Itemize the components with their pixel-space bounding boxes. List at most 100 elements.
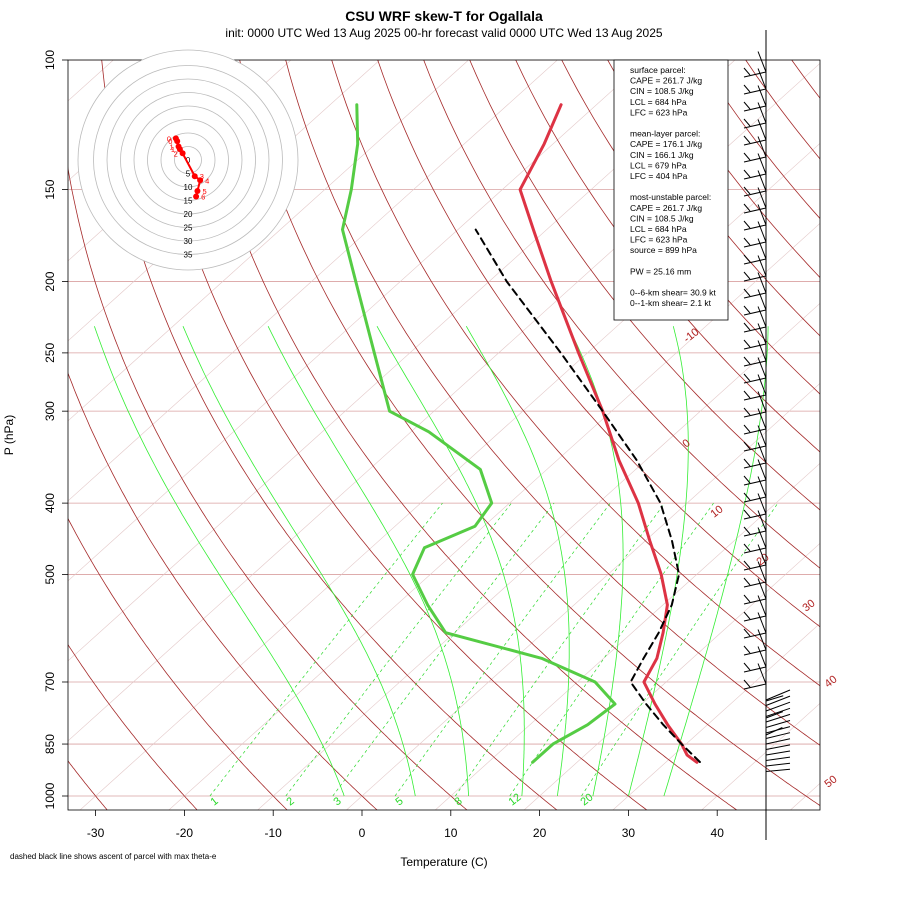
hodograph-point-label: 4 [205,176,209,185]
hodograph-ring [93,65,283,255]
hodograph-ring-label: 20 [184,210,193,219]
wind-barb-shaft [757,612,767,634]
wind-barb-lowlevel [765,695,791,706]
wind-barb-lowlevel [765,756,791,761]
wind-barb-flag [743,666,767,673]
wind-barb-shaft [757,391,767,413]
wind-barb-shaft [757,425,767,447]
wind-barb-flag [743,662,751,671]
info-line: LFC = 404 hPa [630,171,688,181]
y-axis: 100 150 200 250 300 400 500 700 850 1000 [43,50,68,809]
hodograph-point [193,193,200,200]
wind-barb-flag [743,292,767,299]
chart-subtitle: init: 0000 UTC Wed 13 Aug 2025 00-hr for… [225,26,662,40]
wind-barb-flag [743,679,751,688]
hodograph-ring [133,105,243,215]
wind-barb-shaft [757,255,767,277]
wind-barb-flag [743,207,767,214]
wind-barb-shaft [757,578,767,600]
wind-barb-flag [743,513,767,520]
wind-barb-lowlevel [765,689,791,701]
wind-barb-flag [743,139,767,146]
moist-adiabat-line [628,326,689,797]
isotherm-line [68,60,558,502]
wind-barb-flag [743,377,767,384]
mixing-ratio-line [581,502,779,797]
hodograph-point [191,173,198,180]
hodograph-point [172,135,179,142]
wind-barb-flag [743,445,767,452]
wind-barb-flag [743,475,751,484]
wind-barb-shaft [757,493,767,515]
info-line: LCL = 679 hPa [630,160,687,170]
hodograph-ring [174,146,202,174]
x-axis-title: Temperature (C) [400,855,487,869]
info-line: CIN = 166.1 J/kg [630,150,694,160]
dry-adiabat-line [68,517,288,810]
y-tick-label: 100 [43,50,57,70]
mixing-ratio-label: 2 [284,795,296,808]
x-tick-label: 0 [359,826,366,840]
wind-barb-shaft [757,170,767,192]
dry-adiabat-line [68,643,198,810]
wind-barb-lowlevel [765,726,791,734]
moist-adiabat-line [376,326,525,797]
wind-barb-shaft [757,527,767,549]
info-line: LFC = 623 hPa [630,107,688,117]
wind-barb-flag [743,118,751,127]
wind-barb-flag [743,632,767,639]
wind-barb-shaft [757,204,767,226]
isotherm-line [434,462,820,810]
dry-adiabat-line [561,60,820,395]
info-line: mean-layer parcel: [630,129,700,139]
wind-barb-flag [743,577,751,586]
wind-barb-flag [743,186,751,195]
info-line: LCL = 684 hPa [630,224,687,234]
dry-adiabat-line [884,60,900,812]
wind-barb-shaft [757,306,767,328]
wind-barb-shaft [757,595,767,617]
wind-barb-flag [743,309,767,316]
hodograph-ring [147,119,229,201]
x-tick-label: -10 [265,826,283,840]
hodograph-point-label: 1 [171,145,175,154]
hodograph-point-label: 6 [201,192,205,201]
wind-barb-flag [743,547,767,554]
info-line: PW = 25.16 mm [630,266,691,276]
wind-barb-shaft [757,238,767,260]
wind-barb-flag [743,462,767,469]
wind-barb-flag [743,271,751,280]
wind-barb-flag [743,275,767,282]
isotherm-line [68,60,469,422]
wind-barb-flag [743,135,751,144]
hodograph-point-label: 0 [167,134,171,143]
dry-adiabat-label: 0 [680,437,692,450]
wind-barb-flag [743,88,767,95]
hodograph-ring [120,92,256,228]
info-line: 0--1-km shear= 2.1 kt [630,298,712,308]
wind-barb-shaft [757,102,767,124]
footnote: dashed black line shows ascent of parcel… [10,852,217,861]
wind-barb-flag [743,339,751,348]
hodograph-ring-label: 0 [186,156,191,165]
dry-adiabat-line [423,60,820,569]
wind-barb-flag [743,479,767,486]
hodograph-point-label: 2 [174,149,178,158]
wind-barb-flag [743,203,751,212]
info-line: 0--6-km shear= 30.9 kt [630,288,716,298]
wind-barb-shaft [757,153,767,175]
wind-barb-flag [743,615,767,622]
wind-barb-shaft [757,119,767,141]
wind-barb-shaft [765,695,784,702]
wind-barb-lowlevel [765,701,791,712]
y-tick-label: 500 [43,564,57,584]
hodograph-ring-label: 35 [184,251,193,260]
moist-adiabat-line [663,326,769,797]
dry-adiabat-line [147,60,648,810]
mixing-ratio-line [285,502,512,797]
wind-barb-lowlevel [765,750,791,756]
wind-barb-lowlevel [765,713,791,723]
wind-barb-flag [743,441,751,450]
